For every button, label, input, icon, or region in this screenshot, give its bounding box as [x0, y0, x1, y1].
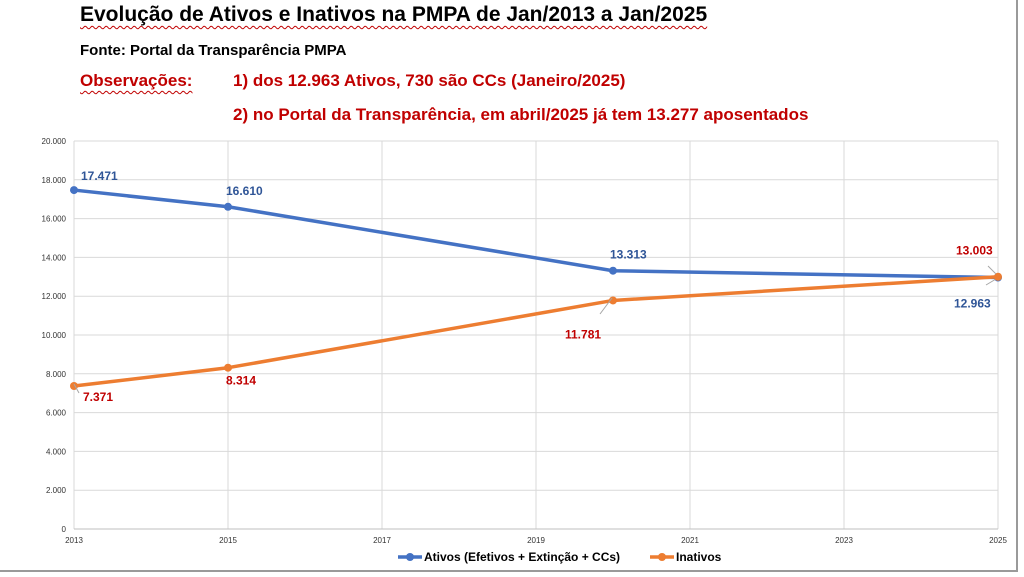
data-label: 11.781: [565, 327, 601, 341]
y-tick-label: 14.000: [42, 253, 67, 262]
label-leader-line: [987, 265, 997, 275]
y-tick-label: 0: [62, 525, 67, 534]
data-label: 17.471: [81, 169, 118, 183]
x-tick-label: 2019: [527, 536, 545, 545]
source-note: Fonte: Portal da Transparência PMPA: [80, 42, 347, 59]
data-label: 12.963: [954, 297, 991, 311]
chart-title: Evolução de Ativos e Inativos na PMPA de…: [80, 3, 708, 26]
y-tick-label: 6.000: [46, 409, 67, 418]
y-tick-label: 12.000: [42, 292, 67, 301]
data-point: [224, 363, 232, 372]
observations-label: Observações:: [80, 71, 193, 90]
series-line: [72, 274, 1000, 388]
series-line: [72, 188, 1000, 280]
data-label: 13.003: [956, 244, 993, 258]
data-point: [994, 272, 1002, 281]
x-tick-label: 2023: [835, 536, 853, 545]
legend-swatch-marker: [406, 553, 414, 561]
y-tick-label: 4.000: [46, 447, 67, 456]
y-tick-label: 20.000: [42, 137, 67, 146]
data-label: 16.610: [226, 184, 263, 198]
data-label: 7.371: [83, 390, 113, 404]
data-point: [70, 186, 78, 195]
y-tick-label: 10.000: [42, 331, 67, 340]
legend-label: Ativos (Efetivos + Extinção + CCs): [424, 550, 620, 564]
observation-2: 2) no Portal da Transparência, em abril/…: [233, 105, 809, 124]
x-tick-label: 2013: [65, 536, 83, 545]
data-label: 13.313: [610, 248, 647, 262]
legend-label: Inativos: [676, 550, 722, 564]
observation-1: 1) dos 12.963 Ativos, 730 são CCs (Janei…: [233, 71, 626, 90]
data-point: [609, 296, 617, 305]
label-leader-line: [599, 297, 613, 315]
x-tick-label: 2021: [681, 536, 699, 545]
x-tick-label: 2025: [989, 536, 1007, 545]
y-tick-label: 16.000: [42, 215, 67, 224]
x-tick-label: 2015: [219, 536, 237, 545]
y-tick-label: 8.000: [46, 370, 67, 379]
data-point: [609, 266, 617, 275]
legend-swatch-marker: [658, 553, 666, 561]
y-tick-label: 2.000: [46, 486, 67, 495]
y-tick-label: 18.000: [42, 176, 67, 185]
label-leader-line: [73, 383, 80, 394]
x-tick-label: 2017: [373, 536, 391, 545]
data-point: [224, 202, 232, 211]
label-leader-line: [985, 278, 997, 286]
data-label: 8.314: [226, 374, 256, 388]
